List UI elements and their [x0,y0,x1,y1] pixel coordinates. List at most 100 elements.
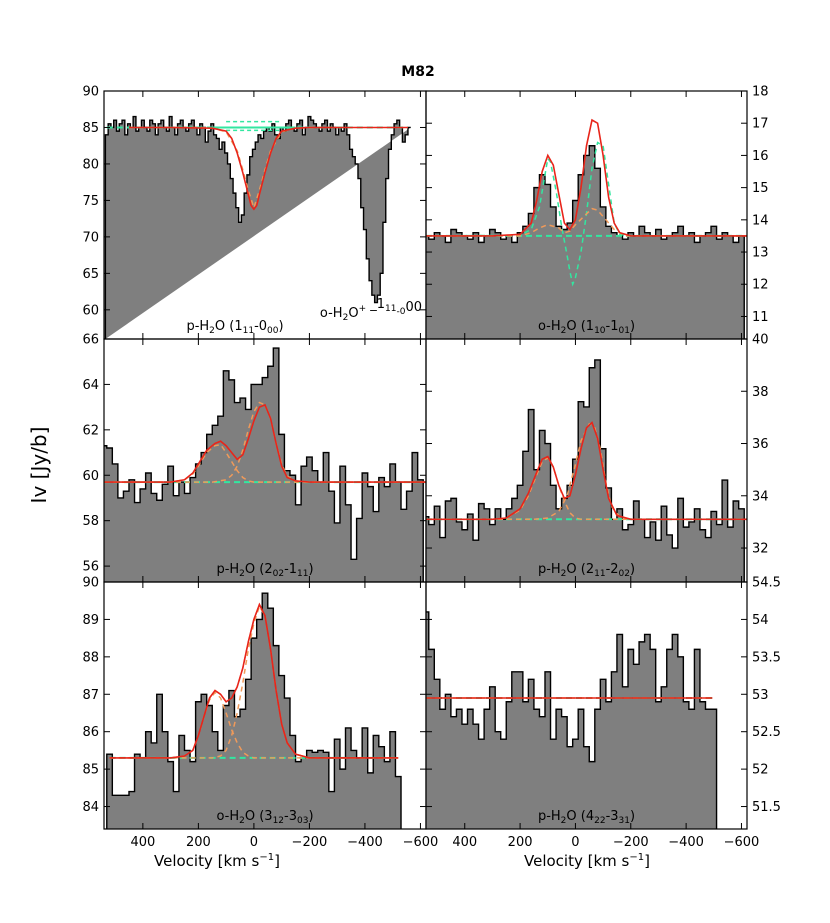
panel-label: p-H2O (111-000) [186,319,283,336]
y-tick-label: 90 [82,85,99,100]
panel-1: 60 65 70 75 80 85 90 p-H2O (111-000) o-H2O+ _111… [82,85,427,340]
y-tick-label: 15 [752,181,769,196]
y-tick-label: 64 [82,378,99,393]
x-tick-label: 0 [571,835,579,850]
plot-area [426,118,747,339]
plot-area [426,359,747,582]
component-line [426,207,747,237]
y-tick-label: 56 [82,560,99,575]
y-tick-label: 85 [82,121,99,136]
y-tick-label: 75 [82,194,99,209]
x-axis-label-left: Velocity [km s−1] [154,852,280,870]
y-tick-label: 85 [82,763,99,778]
spectrum-fill [104,348,424,582]
fit-line [129,126,408,211]
y-tick-label: 14 [752,213,769,228]
y-tick-label: 62 [82,423,99,438]
xlabel-main: Velocity [km s [154,852,260,870]
xlabel-end: ] [644,852,650,870]
panel-label: o-H2O (312-303) [216,809,313,826]
y-tick-label: 60 [82,469,99,484]
panel-label: p-H2O (211-202) [538,562,635,579]
x-tick-label: −600 [403,835,439,850]
x-tick-label: 200 [508,835,533,850]
fit-line [109,602,399,759]
fit-line [426,421,747,521]
x-tick-label: −400 [668,835,704,850]
x-tick-label: −600 [724,835,760,850]
y-tick-label: 54 [752,613,769,628]
y-tick-label: 90 [82,576,99,591]
fit-line [426,118,747,237]
spectrum-fill [426,359,745,582]
spectrum-outline [104,115,411,339]
y-tick-label: 18 [752,85,769,100]
y-tick-label: 52 [752,763,769,778]
y-tick-label: 36 [752,437,769,452]
panel-label: p-H2O (202-111) [216,562,313,579]
spectrum-outline [426,359,745,582]
x-tick-label: −200 [292,835,328,850]
y-tick-label: 12 [752,278,769,293]
panel-frame [425,581,748,830]
x-tick-label: 0 [250,835,258,850]
y-tick-label: 13 [752,246,769,261]
y-tick-label: 88 [82,650,99,665]
panel-2: 11 12 13 14 15 16 17 18 o-H2O (110-101) [425,85,769,340]
y-tick-label: 53.5 [752,650,781,665]
y-tick-label: 17 [752,117,769,132]
y-tick-label: 84 [82,800,99,815]
y-tick-label: 70 [82,230,99,245]
x-tick-label: −400 [347,835,383,850]
y-tick-label: 11 [752,310,769,325]
panel-6: 51.5 52 52.5 53 53.5 54 54.5 400 200 0 −200 −400 −60… [425,576,781,850]
y-tick-label: 80 [82,157,99,172]
x-tick-label: −200 [613,835,649,850]
x-axis-label-right: Velocity [km s−1] [524,852,650,870]
y-tick-label: 53 [752,688,769,703]
y-tick-label: 54.5 [752,576,781,591]
y-tick-label: 86 [82,725,99,740]
xlabel-sup: −1 [629,852,644,863]
panels: 60 65 70 75 80 85 90 p-H2O (111-000) o-H2O+ _111… [82,85,781,851]
y-tick-label: 32 [752,542,769,557]
xlabel-sup: −1 [259,852,274,863]
component-line [109,691,399,759]
y-tick-label: 65 [82,267,99,282]
xlabel-main: Velocity [km s [524,852,630,870]
panel-label: p-H2O (422-331) [538,809,635,826]
y-tick-label: 60 [82,303,99,318]
plot-area [426,611,718,829]
spectrum-outline [104,347,424,582]
panel-4: 32 34 36 38 40 p-H2O (211-202) [425,333,769,583]
plot-area [104,347,426,582]
y-tick-label: 34 [752,489,769,504]
x-tick-label: 400 [130,835,155,850]
component-line [426,422,747,521]
spectrum-outline [426,611,718,829]
spectrum-fill [426,611,717,829]
y-tick-label: 38 [752,385,769,400]
spectrum-outline [106,592,402,829]
xlabel-end: ] [274,852,280,870]
spectrum-fill [106,593,402,829]
y-tick-label: 51.5 [752,800,781,815]
y-tick-label: 16 [752,149,769,164]
plot-area [106,592,402,829]
y-tick-label: 87 [82,688,99,703]
plot-area [104,115,411,339]
panel-5: 84 85 86 87 88 89 90 400 200 0 −200 −400 −600 o-H2O (… [82,576,438,851]
fit-line [104,403,426,483]
x-tick-label: 400 [452,835,477,850]
y-tick-label: 40 [752,333,769,348]
y-tick-label: 66 [82,333,99,348]
spectrum-fill [426,145,745,339]
panel-label: o-H2O+ _111-000 [320,297,422,323]
y-tick-label: 89 [82,613,99,628]
figure-title: M82 [401,64,434,80]
x-tick-label: 200 [186,835,211,850]
component-line [426,141,747,287]
spectrum-fill [105,116,411,339]
panel-3: 56 58 60 62 64 66 p-H2O (202-111) [82,333,427,583]
